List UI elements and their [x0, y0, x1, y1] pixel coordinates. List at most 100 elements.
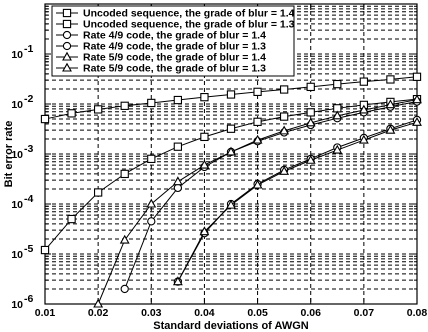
data-point [173, 95, 183, 105]
data-point [173, 183, 183, 193]
data-point [67, 109, 76, 118]
data-point [306, 82, 315, 92]
y-tick-label-exponent: -6 [24, 293, 33, 305]
data-point [93, 105, 103, 114]
series-line [177, 119, 418, 282]
series-line [177, 121, 418, 282]
series-line [124, 101, 418, 290]
data-point [279, 112, 289, 121]
data-point [67, 214, 76, 224]
y-tick-label: 10 [11, 199, 23, 211]
y-tick-label-exponent: -4 [24, 193, 33, 205]
legend-marker [62, 62, 72, 72]
legend-label: Uncoded sequence, the grade of blur = 1.… [83, 19, 295, 31]
data-point [279, 125, 290, 135]
data-point [200, 132, 209, 142]
data-point [40, 245, 50, 255]
series-3 [173, 115, 422, 286]
data-point [252, 134, 263, 144]
y-tick-label: 10 [11, 149, 23, 161]
data-point [119, 234, 130, 244]
y-tick-label-exponent: -5 [24, 243, 33, 255]
y-tick-label: 10 [11, 99, 23, 111]
data-point [199, 226, 210, 236]
data-point [93, 188, 103, 197]
y-tick-label: 10 [11, 49, 23, 61]
x-tick-label: 0.05 [247, 307, 268, 319]
legend-label: Rate 4/9 code, the grade of blur = 1.3 [83, 41, 266, 53]
legend-marker [62, 51, 72, 61]
data-point [385, 124, 396, 134]
data-point [386, 75, 395, 84]
data-point [226, 90, 236, 99]
data-point [147, 217, 156, 226]
data-point [385, 99, 396, 109]
data-point [412, 94, 422, 104]
x-tick-label: 0.07 [354, 307, 375, 319]
legend-label: Rate 5/9 code, the grade of blur = 1.4 [83, 52, 266, 64]
data-point [226, 124, 236, 133]
legend-marker [62, 19, 72, 29]
legend-item: Rate 4/9 code, the grade of blur = 1.3 [56, 41, 266, 53]
data-point [333, 79, 342, 89]
data-point [120, 101, 129, 110]
data-point [146, 198, 157, 208]
data-point [93, 298, 104, 308]
data-point [226, 146, 236, 156]
series-4 [120, 97, 422, 294]
series-6 [93, 94, 422, 308]
data-point [332, 110, 343, 120]
grid-lines [45, 4, 417, 304]
data-point [412, 72, 422, 81]
y-tick-label-exponent: -2 [24, 93, 33, 105]
legend: Uncoded sequence, the grade of blur = 1.… [51, 5, 295, 77]
data-point [147, 98, 156, 108]
x-axis-title: Standard deviations of AWGN [153, 320, 308, 332]
data-point [147, 154, 156, 163]
data-point [253, 117, 262, 126]
x-tick-label: 0.02 [88, 307, 109, 319]
data-point [252, 179, 263, 189]
data-point [172, 276, 183, 286]
legend-item: Uncoded sequence, the grade of blur = 1.… [56, 19, 295, 31]
legend-marker [62, 41, 72, 51]
y-tick-label: 10 [11, 299, 23, 311]
series-5 [172, 116, 422, 286]
y-tick-label-exponent: -1 [24, 43, 33, 55]
data-point [120, 169, 129, 179]
data-point [40, 114, 50, 124]
data-point [332, 144, 343, 154]
series-1 [40, 72, 422, 124]
y-tick-label: 10 [11, 249, 23, 261]
x-tick-label: 0.06 [300, 307, 321, 319]
legend-label: Rate 4/9 code, the grade of blur = 1.4 [83, 30, 266, 42]
series-line [44, 98, 418, 251]
data-point [305, 154, 316, 164]
x-tick-label: 0.04 [194, 307, 215, 319]
data-point [173, 142, 183, 151]
y-axis-title: Bit error rate [3, 121, 15, 188]
legend-label: Rate 5/9 code, the grade of blur = 1.3 [83, 63, 266, 75]
legend-label: Uncoded sequence, the grade of blur = 1.… [83, 8, 295, 20]
series-layer [40, 72, 422, 308]
y-tick-label-exponent: -3 [24, 143, 33, 155]
data-point [199, 159, 210, 169]
data-point [358, 104, 369, 114]
data-point [279, 85, 289, 94]
data-point [358, 134, 369, 144]
data-point [200, 93, 209, 102]
x-tick-label: 0.08 [407, 307, 428, 319]
data-point [172, 176, 183, 186]
data-point [253, 87, 262, 96]
legend-item: Uncoded sequence, the grade of blur = 1.… [56, 8, 295, 20]
legend-item: Rate 5/9 code, the grade of blur = 1.4 [56, 51, 266, 64]
data-point [226, 199, 236, 209]
data-point [279, 166, 290, 175]
data-point [306, 108, 315, 117]
data-point [305, 117, 316, 127]
data-point [359, 77, 369, 86]
data-point [120, 284, 129, 294]
legend-marker [62, 30, 72, 40]
tick-labels: 0.01 0.02 0.03 0.04 0.05 0.06 0.07 0.0810-610-5… [11, 43, 427, 319]
